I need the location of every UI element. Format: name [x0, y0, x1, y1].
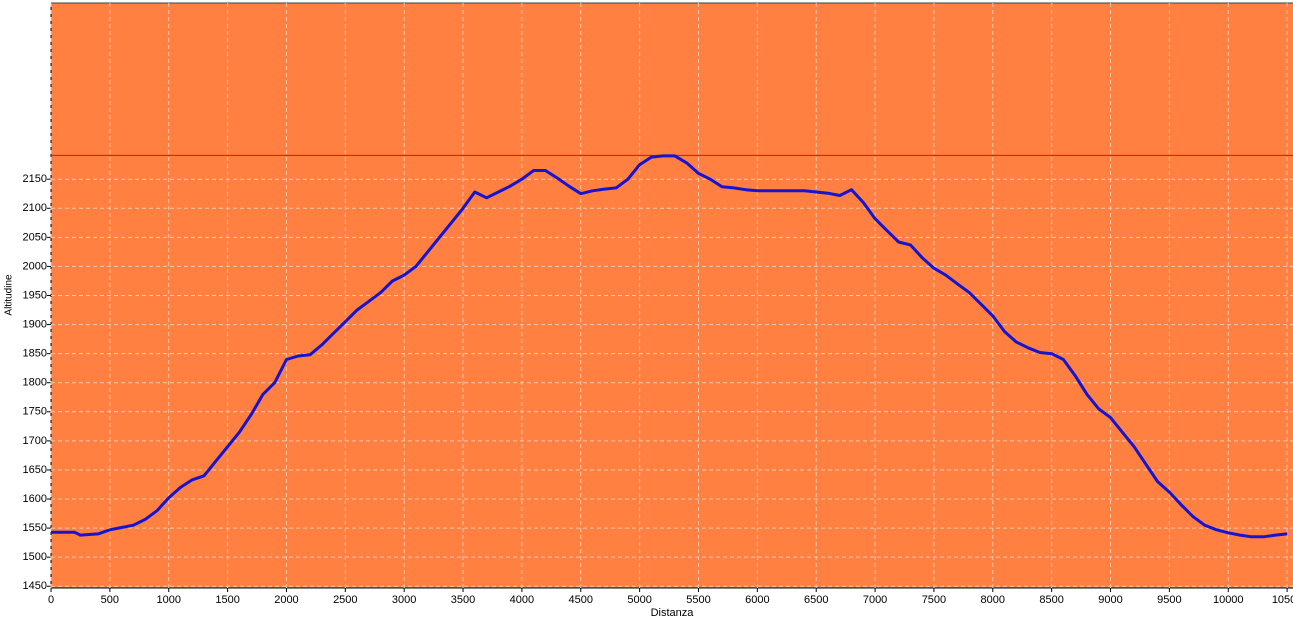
x-tick-label: 9000	[1098, 594, 1122, 606]
x-axis-label: Distanza	[651, 607, 695, 619]
y-tick-label: 1700	[23, 435, 47, 447]
y-tick-label: 1950	[23, 289, 47, 301]
x-tick-label: 7000	[863, 594, 887, 606]
y-axis-label: Altitudine	[4, 274, 15, 316]
x-tick-label: 8000	[981, 594, 1005, 606]
x-tick-label: 1000	[156, 594, 180, 606]
x-tick-label: 8500	[1039, 594, 1063, 606]
y-tick-label: 1450	[23, 580, 47, 592]
y-tick-label: 1900	[23, 318, 47, 330]
x-tick-label: 6000	[745, 594, 769, 606]
y-tick-label: 2050	[23, 231, 47, 243]
x-tick-label: 3000	[392, 594, 416, 606]
x-tick-label: 1500	[215, 594, 239, 606]
y-tick-label: 1750	[23, 406, 47, 418]
x-tick-label: 10500	[1272, 594, 1293, 606]
y-tick-label: 1500	[23, 551, 47, 563]
y-tick-label: 1850	[23, 348, 47, 360]
x-tick-label: 2000	[274, 594, 298, 606]
x-tick-label: 0	[48, 594, 54, 606]
y-tick-label: 2150	[23, 173, 47, 185]
y-tick-label: 2100	[23, 202, 47, 214]
x-tick-label: 3500	[451, 594, 475, 606]
y-tick-label: 1600	[23, 493, 47, 505]
x-tick-label: 10000	[1213, 594, 1244, 606]
y-tick-label: 2000	[23, 260, 47, 272]
x-tick-label: 4500	[569, 594, 593, 606]
y-tick-label: 1800	[23, 377, 47, 389]
x-tick-label: 2500	[333, 594, 357, 606]
data-line	[51, 154, 1288, 539]
x-tick-label: 500	[101, 594, 119, 606]
x-tick-label: 9500	[1157, 594, 1181, 606]
y-tick-label: 1650	[23, 464, 47, 476]
y-tick-label: 1550	[23, 522, 47, 534]
x-tick-label: 7500	[922, 594, 946, 606]
x-tick-label: 6500	[804, 594, 828, 606]
x-tick-label: 4000	[510, 594, 534, 606]
x-tick-label: 5000	[627, 594, 651, 606]
plot-area	[51, 3, 1293, 588]
x-tick-label: 5500	[686, 594, 710, 606]
